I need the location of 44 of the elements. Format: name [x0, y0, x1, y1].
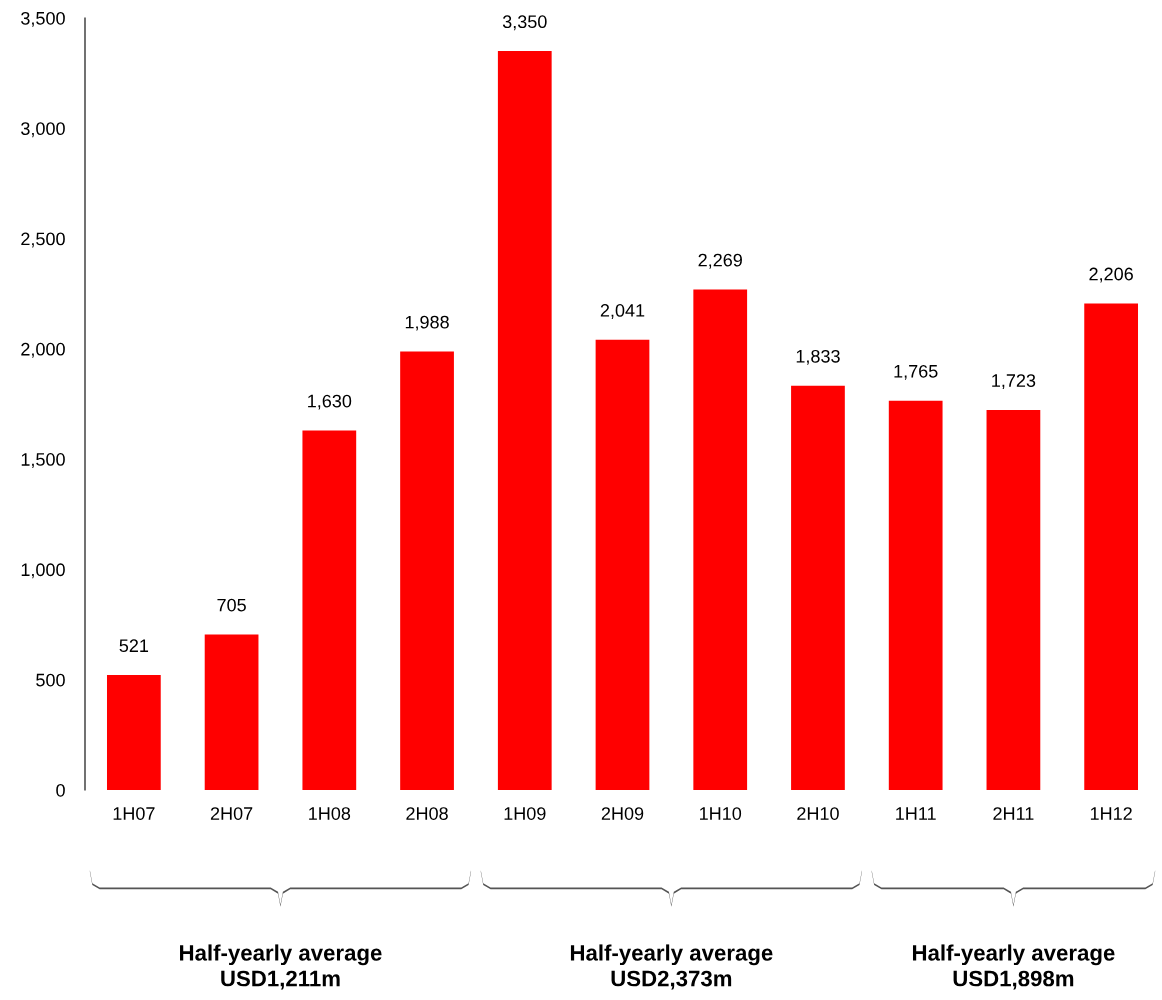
x-tick-label: 2H11 — [993, 807, 1034, 820]
x-tick-label: 1H09 — [504, 807, 546, 820]
x-tick-label: 1H11 — [896, 807, 936, 820]
y-tick-label: 1,000 — [21, 563, 65, 579]
y-tick-label: 3,000 — [21, 122, 65, 138]
x-tick-label: 1H10 — [700, 807, 742, 820]
y-tick-label: 0 — [56, 783, 65, 797]
x-tick-label: 2H10 — [797, 807, 839, 820]
bar — [302, 430, 357, 790]
data-label: 2,269 — [698, 253, 742, 269]
data-label: 1,723 — [992, 374, 1036, 390]
data-label: 1,765 — [894, 364, 938, 380]
bar — [1084, 303, 1139, 790]
bar — [986, 409, 1041, 790]
y-tick-label: 2,500 — [21, 232, 65, 248]
bar — [204, 634, 259, 790]
text: Half-yearly average USD2,373m — [570, 944, 773, 990]
text: Half-yearly average USD1,211m — [180, 944, 382, 990]
data-label: 1,988 — [405, 315, 449, 331]
y-tick-label: 500 — [36, 673, 65, 687]
data-label: 1,833 — [796, 349, 840, 365]
x-tick-label: 2H09 — [601, 807, 644, 820]
bar — [693, 289, 748, 790]
y-tick-label: 3,500 — [21, 11, 65, 27]
data-label: 3,350 — [502, 15, 547, 31]
bar — [400, 351, 454, 790]
bar — [791, 385, 845, 790]
data-label: 2,041 — [600, 304, 645, 319]
data-label: 521 — [119, 639, 149, 653]
x-tick-label: 2H08 — [406, 807, 448, 820]
y-tick-label: 1,500 — [21, 453, 65, 468]
bar — [106, 675, 161, 790]
y-tick-label: 2,000 — [21, 342, 65, 358]
x-tick-label: 1H07 — [113, 807, 155, 820]
data-label: 1,630 — [308, 394, 352, 410]
x-tick-label: 1H08 — [309, 807, 351, 820]
x-tick-label: 2H07 — [210, 807, 253, 820]
bar — [888, 400, 943, 790]
data-label: 2,206 — [1089, 267, 1133, 283]
bar — [497, 51, 552, 790]
text: Half-yearly average USD1,898m — [912, 944, 1115, 990]
bar — [595, 339, 650, 790]
data-label: 705 — [217, 598, 246, 612]
x-tick-label: 1H12 — [1090, 807, 1132, 820]
